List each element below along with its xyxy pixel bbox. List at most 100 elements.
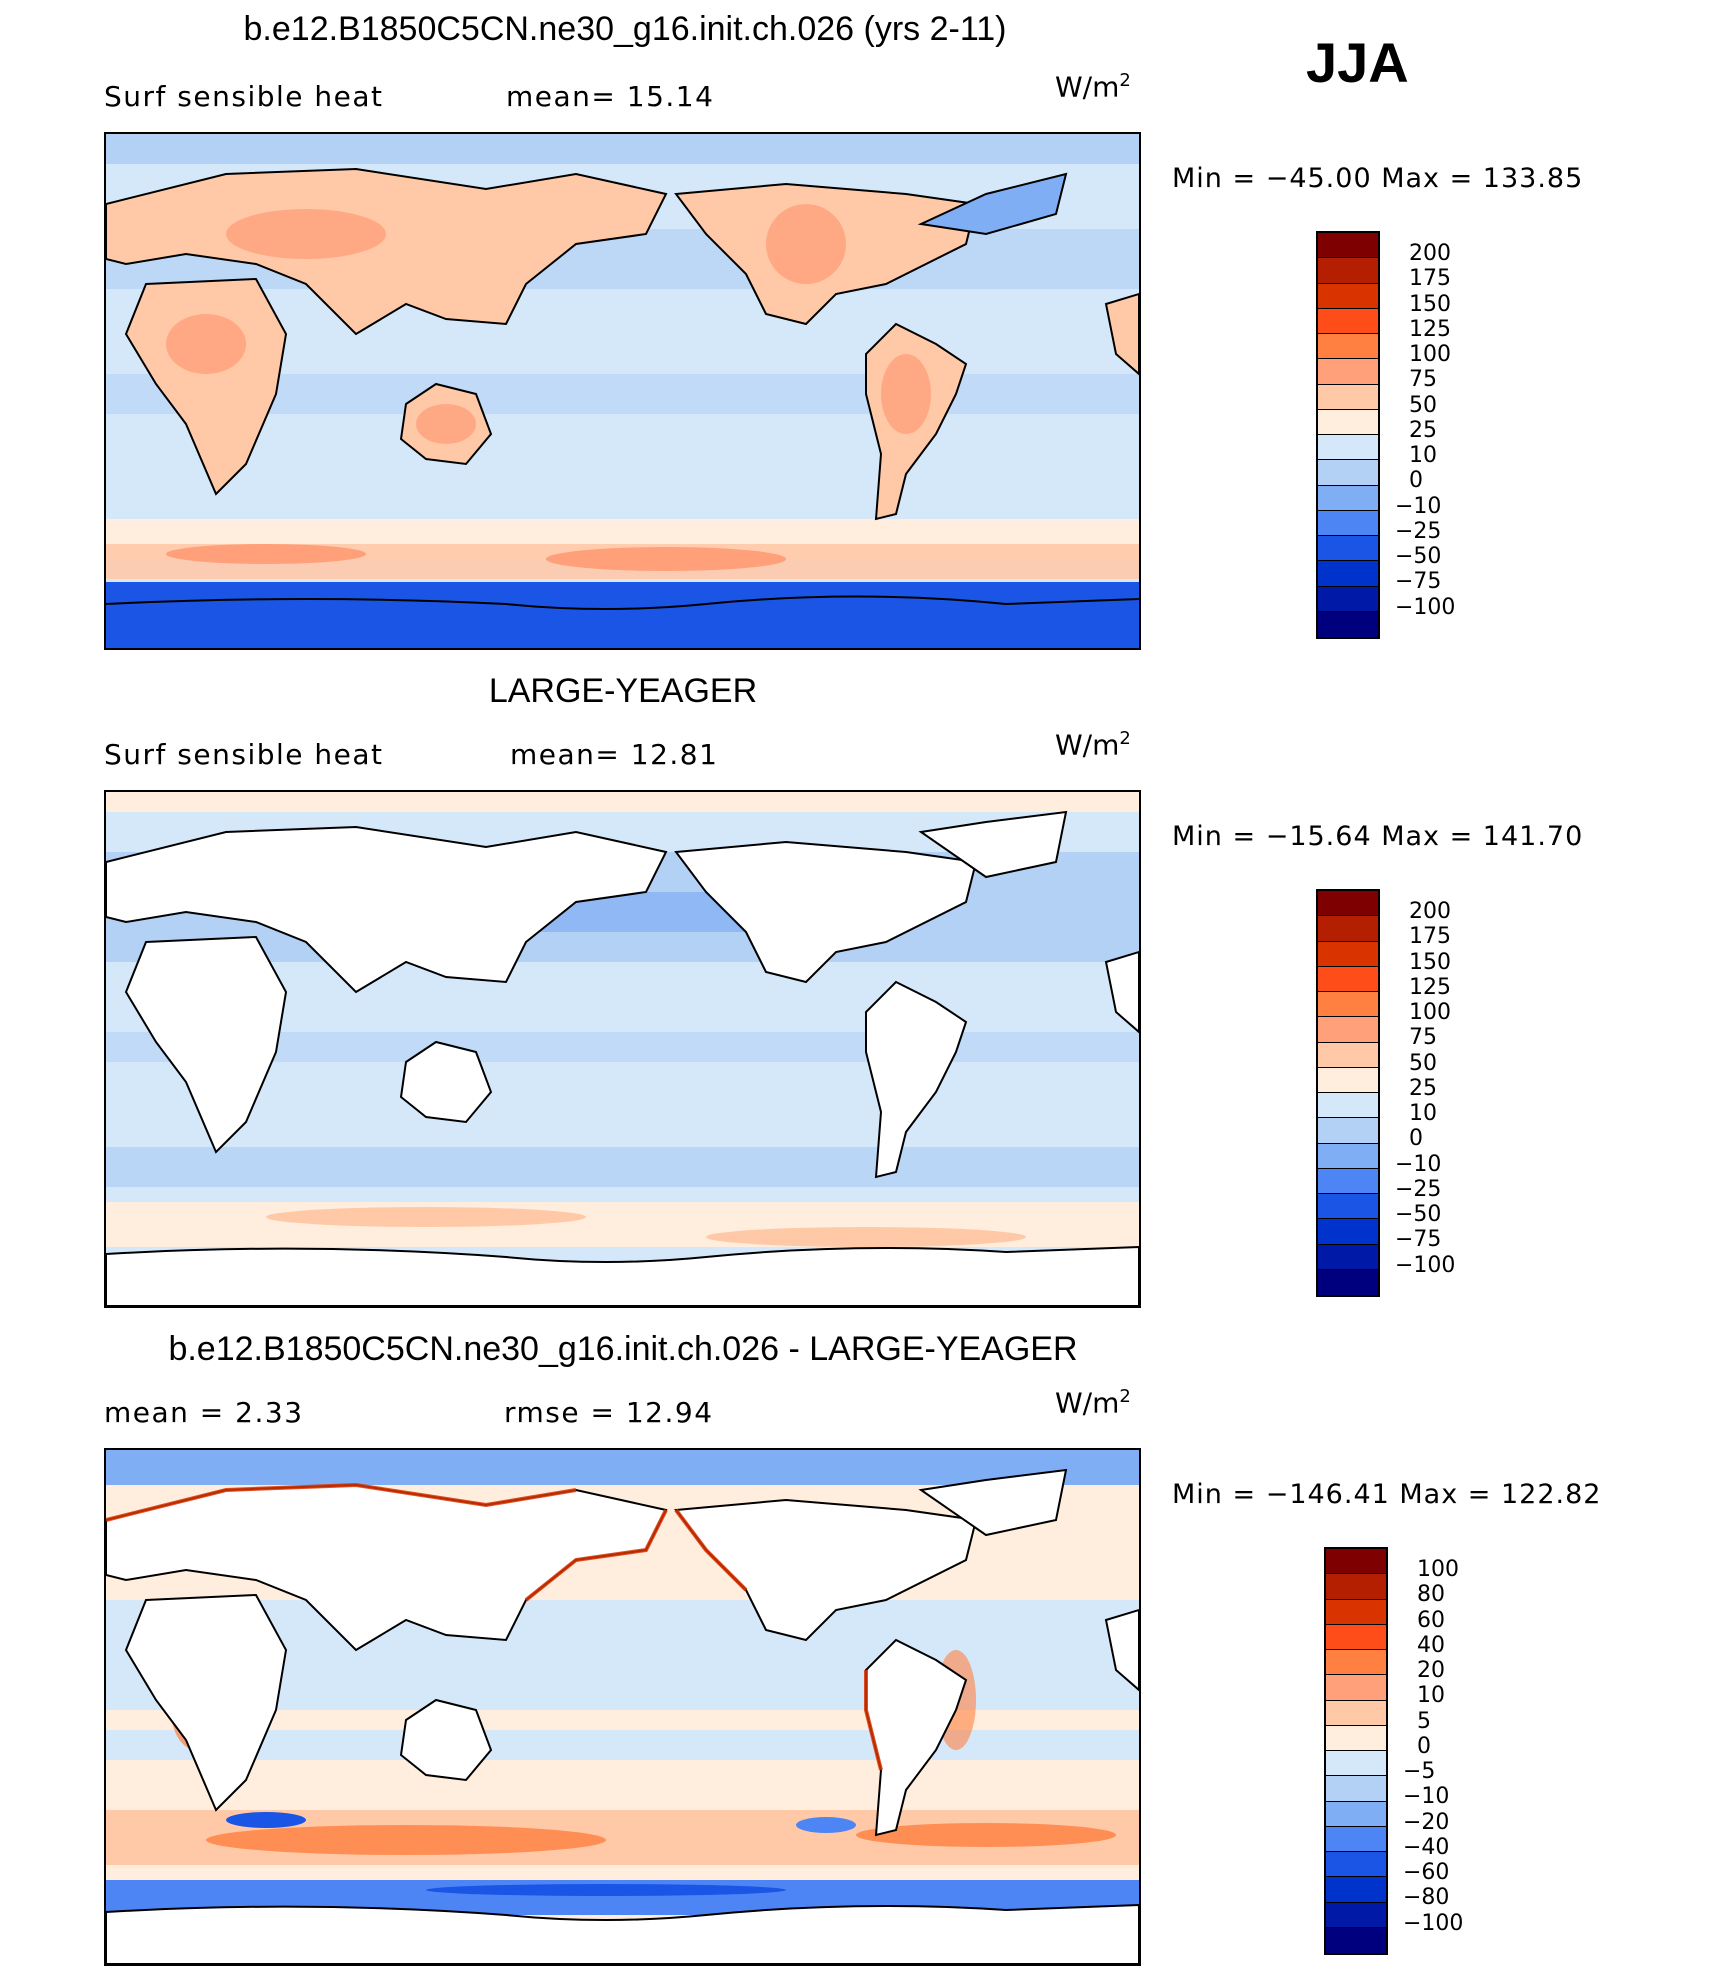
colorbar-segment: [1318, 586, 1378, 612]
colorbar-tick-label: 125: [1409, 974, 1451, 1000]
colorbar-tick-label: −10: [1395, 493, 1442, 519]
panel-1-minmax: Min = −45.00 Max = 133.85: [1172, 163, 1584, 194]
colorbar-segment: [1318, 485, 1378, 511]
panel-2-mean-label: mean= 12.81: [510, 738, 719, 771]
panel-1-mean-label: mean= 15.14: [506, 80, 715, 113]
colorbar-tick-label: 5: [1417, 1708, 1431, 1734]
colorbar-tick-label: 0: [1409, 468, 1423, 494]
colorbar-segment: [1318, 941, 1378, 967]
panel-3-title: b.e12.B1850C5CN.ne30_g16.init.ch.026 - L…: [168, 1330, 1078, 1368]
colorbar-segment: [1326, 1650, 1386, 1676]
colorbar-segment: [1318, 1219, 1378, 1245]
colorbar-tick-label: 75: [1409, 1025, 1437, 1051]
colorbar-tick-label: −20: [1403, 1809, 1450, 1835]
panel-3-map: [104, 1448, 1141, 1966]
colorbar-segment: [1318, 1093, 1378, 1119]
colorbar-segment: [1326, 1877, 1386, 1903]
colorbar-tick-label: 75: [1409, 367, 1437, 393]
panel-1-units: W/m2: [1055, 70, 1131, 104]
colorbar-segment: [1318, 510, 1378, 536]
panel-3-units: W/m2: [1055, 1386, 1131, 1420]
panel-3-mean-label: mean = 2.33: [104, 1396, 304, 1429]
colorbar-tick-label: 175: [1409, 266, 1451, 292]
panel-2-variable-label: Surf sensible heat: [104, 738, 384, 771]
colorbar-tick-label: 175: [1409, 924, 1451, 950]
colorbar-tick-label: 125: [1409, 316, 1451, 342]
colorbar-segment: [1318, 1244, 1378, 1270]
panel-1-title: b.e12.B1850C5CN.ne30_g16.init.ch.026 (yr…: [243, 10, 1007, 48]
colorbar-tick-label: 100: [1417, 1557, 1459, 1582]
colorbar-segment: [1318, 334, 1378, 360]
colorbar-tick-label: 10: [1409, 1101, 1437, 1126]
colorbar-segment: [1318, 409, 1378, 435]
colorbar-tick-label: 100: [1409, 1000, 1451, 1025]
panel-3-rmse-label: rmse = 12.94: [504, 1396, 714, 1429]
panel-2-minmax: Min = −15.64 Max = 141.70: [1172, 821, 1584, 852]
panel-3-colorbar-labels: 100 80 60 40 20 10 5 0 −5 −10 −20 −40 −60 −80 −100: [1403, 1557, 1503, 1939]
colorbar-tick-label: −80: [1403, 1885, 1450, 1911]
colorbar-segment: [1318, 1143, 1378, 1169]
colorbar-segment: [1326, 1801, 1386, 1827]
colorbar-tick-label: 0: [1409, 1126, 1423, 1152]
panel-2-title: LARGE-YEAGER: [488, 672, 758, 710]
panel-2-colorbar-labels: 200 175 150 125 100 75 50 25 10 0 −10 −25 −50 −75 −100: [1395, 899, 1495, 1281]
colorbar-segment: [1318, 283, 1378, 309]
colorbar-tick-label: 150: [1409, 291, 1451, 317]
colorbar-tick-label: 150: [1409, 949, 1451, 975]
colorbar-segment: [1318, 435, 1378, 461]
colorbar-segment: [1326, 1927, 1386, 1953]
colorbar-segment: [1318, 384, 1378, 410]
colorbar-tick-label: 20: [1417, 1658, 1445, 1683]
colorbar-segment: [1318, 1168, 1378, 1194]
colorbar-tick-label: −75: [1395, 569, 1442, 595]
colorbar-segment: [1318, 966, 1378, 992]
colorbar-segment: [1326, 1852, 1386, 1878]
colorbar-segment: [1318, 561, 1378, 587]
colorbar-tick-label: −60: [1403, 1860, 1450, 1885]
colorbar-tick-label: 25: [1409, 1075, 1437, 1101]
colorbar-tick-label: −100: [1403, 1910, 1464, 1936]
colorbar-tick-label: 0: [1417, 1733, 1431, 1759]
colorbar-tick-label: 50: [1409, 392, 1437, 418]
colorbar-tick-label: −25: [1395, 518, 1442, 544]
panel-1-variable-label: Surf sensible heat: [104, 80, 384, 113]
colorbar-segment: [1326, 1549, 1386, 1575]
colorbar-tick-label: 200: [1409, 241, 1451, 266]
colorbar-tick-label: −50: [1395, 544, 1442, 569]
colorbar-segment: [1326, 1751, 1386, 1777]
colorbar-segment: [1326, 1700, 1386, 1726]
colorbar-tick-label: −50: [1395, 1202, 1442, 1227]
panel-2-colorbar: [1316, 889, 1380, 1297]
colorbar-tick-label: −100: [1395, 1252, 1456, 1278]
colorbar-segment: [1326, 1675, 1386, 1701]
colorbar-segment: [1326, 1574, 1386, 1600]
colorbar-segment: [1318, 536, 1378, 562]
colorbar-tick-label: 50: [1409, 1050, 1437, 1076]
colorbar-tick-label: −10: [1403, 1784, 1450, 1810]
panel-1-colorbar-labels: 200 175 150 125 100 75 50 25 10 0 −10 −25 −50 −75 −100: [1395, 241, 1495, 623]
colorbar-tick-label: 100: [1409, 342, 1451, 367]
colorbar-tick-label: 10: [1417, 1683, 1445, 1709]
panel-3-colorbar: [1324, 1547, 1388, 1955]
colorbar-tick-label: −75: [1395, 1227, 1442, 1253]
colorbar-segment: [1318, 258, 1378, 284]
panel-2-units: W/m2: [1055, 728, 1131, 762]
colorbar-tick-label: 60: [1417, 1607, 1445, 1633]
colorbar-segment: [1318, 992, 1378, 1018]
colorbar-segment: [1318, 1017, 1378, 1043]
colorbar-segment: [1318, 1269, 1378, 1295]
colorbar-segment: [1318, 359, 1378, 385]
colorbar-tick-label: 25: [1409, 417, 1437, 443]
season-label: JJA: [1306, 31, 1409, 94]
colorbar-segment: [1318, 1042, 1378, 1068]
colorbar-segment: [1326, 1599, 1386, 1625]
colorbar-segment: [1318, 1067, 1378, 1093]
colorbar-segment: [1326, 1624, 1386, 1650]
colorbar-segment: [1326, 1776, 1386, 1802]
colorbar-segment: [1326, 1725, 1386, 1751]
panel-1-map: [104, 132, 1141, 650]
colorbar-tick-label: 40: [1417, 1632, 1445, 1658]
colorbar-segment: [1326, 1826, 1386, 1852]
colorbar-tick-label: −5: [1403, 1759, 1436, 1784]
colorbar-segment: [1318, 611, 1378, 637]
